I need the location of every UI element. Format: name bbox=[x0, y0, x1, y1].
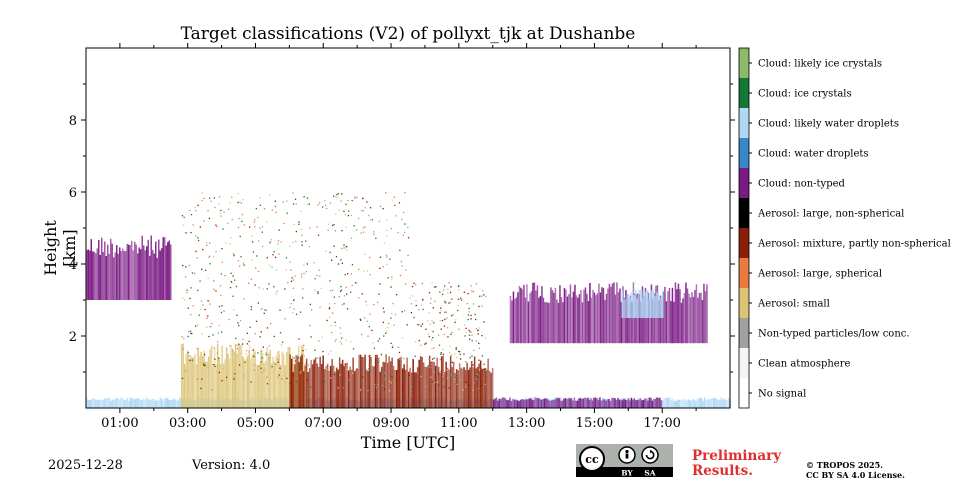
copyright-line2: CC BY SA 4.0 License. bbox=[806, 470, 905, 480]
y-tick-label-3: 8 bbox=[69, 114, 77, 129]
colorbar-segment-1 bbox=[739, 348, 749, 378]
preliminary-line2: Results. bbox=[692, 463, 753, 479]
x-tick-label-7: 15:00 bbox=[576, 416, 613, 431]
cc-license-badge: cc BY SA bbox=[576, 444, 673, 477]
x-tick-label-1: 03:00 bbox=[169, 416, 206, 431]
preliminary-line1: Preliminary bbox=[692, 448, 782, 464]
copyright-note: © TROPOS 2025. CC BY SA 4.0 License. bbox=[806, 460, 905, 480]
preliminary-results-note: Preliminary Results. bbox=[692, 449, 781, 479]
x-tick-label-4: 09:00 bbox=[372, 416, 409, 431]
by-text: BY bbox=[621, 469, 633, 478]
colorbar-segment-4 bbox=[739, 258, 749, 288]
legend-label-0: No signal bbox=[758, 389, 806, 400]
class-region-5 bbox=[509, 282, 708, 344]
axis-ticks: 01:00 03:00 05:00 07:00 09:00 11:00 13:00 15:00… bbox=[69, 43, 735, 431]
footer-date: 2025-12-28 bbox=[48, 458, 123, 473]
x-tick-label-8: 17:00 bbox=[643, 416, 680, 431]
class-region-3 bbox=[289, 354, 494, 408]
colorbar-segment-7 bbox=[739, 168, 749, 198]
colorbar-segment-8 bbox=[739, 138, 749, 168]
class-region-0 bbox=[86, 235, 172, 300]
x-axis-label: Time [UTC] bbox=[360, 433, 456, 452]
legend-label-5: Aerosol: mixture, partly non-spherical bbox=[757, 239, 951, 250]
y-tick-label-1: 4 bbox=[69, 258, 77, 273]
colorbar: No signal Clean atmosphere Non-typed parti… bbox=[738, 47, 951, 409]
copyright-line1: © TROPOS 2025. bbox=[806, 460, 883, 470]
x-tick-label-0: 01:00 bbox=[101, 416, 138, 431]
class-region-4 bbox=[492, 397, 663, 408]
x-tick-label-2: 05:00 bbox=[237, 416, 274, 431]
colorbar-segment-10 bbox=[739, 78, 749, 108]
sa-share-icon bbox=[641, 446, 659, 464]
chart-title: Target classifications (V2) of pollyxt_t… bbox=[180, 24, 636, 44]
legend-label-6: Aerosol: large, non-spherical bbox=[757, 209, 904, 220]
colorbar-segment-5 bbox=[739, 228, 749, 258]
legend-label-3: Aerosol: small bbox=[757, 299, 830, 310]
x-tick-label-5: 11:00 bbox=[440, 416, 477, 431]
legend-label-4: Aerosol: large, spherical bbox=[757, 269, 882, 280]
legend-label-7: Cloud: non-typed bbox=[758, 179, 846, 190]
sa-text: SA bbox=[644, 469, 655, 478]
colorbar-segment-3 bbox=[739, 288, 749, 318]
footer-version: Version: 4.0 bbox=[192, 458, 271, 473]
class-region-6 bbox=[621, 289, 664, 318]
colorbar-segment-11 bbox=[739, 48, 749, 78]
x-tick-label-6: 13:00 bbox=[508, 416, 545, 431]
legend-label-2: Non-typed particles/low conc. bbox=[758, 329, 910, 340]
legend-label-11: Cloud: likely ice crystals bbox=[758, 59, 882, 70]
legend-label-9: Cloud: likely water droplets bbox=[758, 119, 899, 130]
colorbar-frame bbox=[738, 47, 750, 409]
y-tick-label-2: 6 bbox=[69, 186, 77, 201]
y-tick-label-0: 2 bbox=[69, 330, 77, 345]
cc-icon bbox=[579, 446, 605, 472]
legend-label-1: Clean atmosphere bbox=[758, 359, 851, 370]
colorbar-segment-9 bbox=[739, 108, 749, 138]
colorbar-segment-2 bbox=[739, 318, 749, 348]
colorbar-segment-0 bbox=[739, 378, 749, 408]
colorbar-segment-6 bbox=[739, 198, 749, 228]
legend-label-10: Cloud: ice crystals bbox=[758, 89, 852, 100]
cc-text: cc bbox=[585, 453, 599, 466]
plot-marks bbox=[86, 192, 731, 408]
x-tick-label-3: 07:00 bbox=[305, 416, 342, 431]
speckle-points bbox=[181, 192, 487, 392]
legend-label-8: Cloud: water droplets bbox=[758, 149, 869, 160]
